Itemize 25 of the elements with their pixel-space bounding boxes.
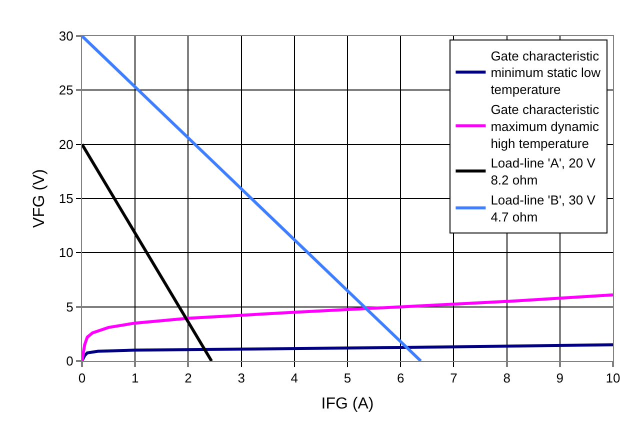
x-axis-title: IFG (A) xyxy=(321,395,374,412)
legend-label: Gate characteristic minimum static low temperature xyxy=(490,48,602,98)
legend-label: Load-line 'B', 30 V 4.7 ohm xyxy=(490,192,596,224)
x-tick-label: 10 xyxy=(606,370,620,386)
x-tick-label: 3 xyxy=(238,370,245,386)
legend-label: Gate characteristic maximum dynamic high temperature xyxy=(490,102,600,151)
x-tick-label: 7 xyxy=(450,370,458,386)
x-tick-label: 2 xyxy=(184,370,192,386)
y-tick-label: 20 xyxy=(58,136,74,152)
x-tick-label: 9 xyxy=(556,370,564,386)
x-tick-label: 4 xyxy=(290,370,298,386)
x-tick-label: 6 xyxy=(396,370,404,386)
y-tick-label: 5 xyxy=(66,299,74,314)
x-tick-label: 5 xyxy=(344,370,352,386)
y-tick-label: 25 xyxy=(58,82,74,98)
y-axis-title: VFG (V) xyxy=(30,169,48,228)
x-tick-label: 8 xyxy=(503,370,510,386)
y-tick-label: 10 xyxy=(58,245,74,260)
legend-label: Load-line 'A', 20 V 8.2 ohm xyxy=(490,156,596,188)
line-series xyxy=(82,343,613,361)
x-tick-label: 0 xyxy=(78,370,86,386)
y-tick-label: 0 xyxy=(66,354,74,369)
x-tick-label: 1 xyxy=(131,370,139,386)
y-tick-label: 15 xyxy=(58,191,74,206)
y-tick-label: 30 xyxy=(58,28,74,44)
